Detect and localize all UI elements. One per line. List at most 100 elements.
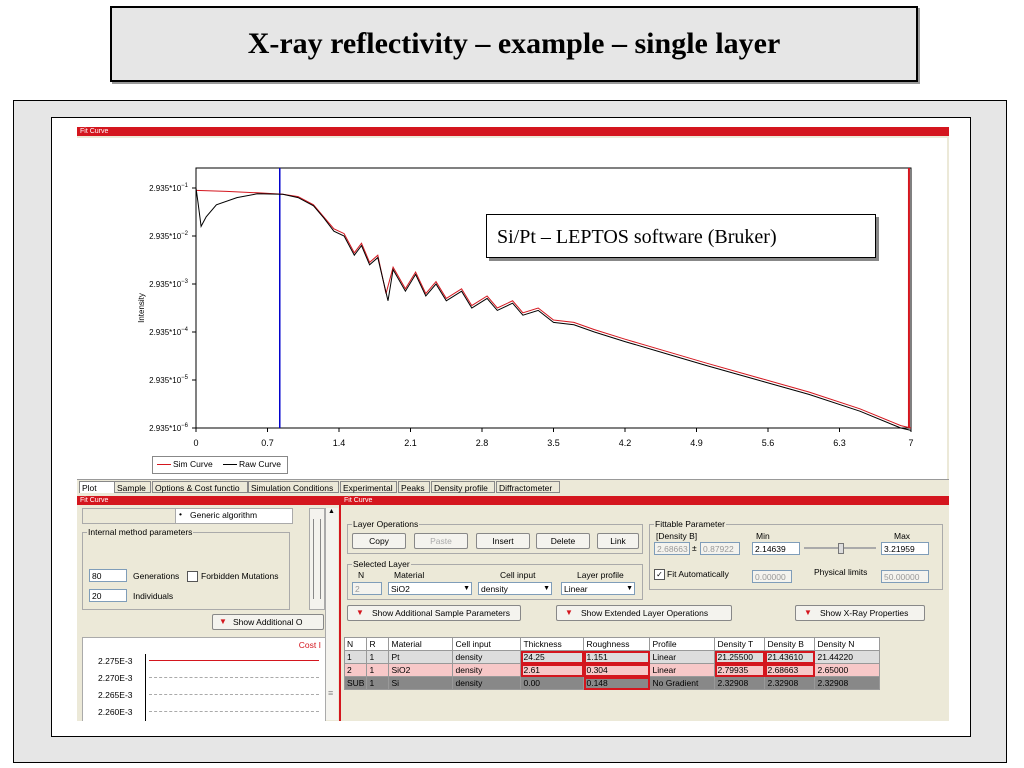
table-cell[interactable]: Linear — [649, 650, 716, 664]
n-header: N — [358, 570, 365, 580]
plot-area: 0 0.7 1.4 2.1 2.8 3.5 4.2 4.9 5.6 6.3 7 2.935*10−1 2… — [77, 138, 947, 493]
show-xray-properties-button[interactable]: ▼ Show X-Ray Properties — [795, 605, 925, 621]
show-extended-layer-label: Show Extended Layer Operations — [581, 608, 709, 618]
cost-tick-4: 2.260E-3 — [98, 707, 133, 717]
table-cell-fitted[interactable]: 21.43610 — [764, 650, 816, 664]
tab-plot[interactable]: Plot — [79, 481, 115, 493]
header-cell[interactable]: Cell input — [452, 637, 522, 651]
forbidden-mutations-checkbox[interactable] — [187, 571, 198, 582]
table-cell-fitted[interactable]: 2.61 — [520, 663, 585, 677]
table-cell[interactable]: density — [452, 663, 522, 677]
tab-density-profile[interactable]: Density profile — [431, 481, 495, 493]
cell-input-select[interactable]: density — [478, 582, 552, 595]
layer-operations-group: Layer Operations Copy Paste Insert Delet… — [347, 519, 643, 554]
table-row[interactable]: 1 1 Pt density 24.25 1.151 Linear 21.255… — [343, 650, 881, 664]
show-additional-button[interactable]: ▼ Show Additional O — [212, 614, 324, 630]
table-cell-fitted[interactable]: 2.79935 — [714, 663, 766, 677]
show-additional-sample-button[interactable]: ▼ Show Additional Sample Parameters — [347, 605, 521, 621]
table-cell[interactable]: density — [452, 650, 522, 664]
table-cell-fitted[interactable]: 21.25500 — [714, 650, 766, 664]
table-cell[interactable]: Linear — [649, 663, 716, 677]
generations-input[interactable]: 80 — [89, 569, 127, 582]
internal-method-group: Internal method parameters 80 Generation… — [82, 527, 290, 610]
forbidden-mutations-label: Forbidden Mutations — [201, 571, 279, 581]
layer-profile-select[interactable]: Linear — [561, 582, 635, 595]
tab-simulation-conditions[interactable]: Simulation Conditions — [248, 481, 339, 493]
table-cell[interactable]: 0.00 — [520, 676, 585, 690]
table-cell-fitted[interactable]: 1.151 — [583, 650, 651, 664]
header-cell[interactable]: R — [366, 637, 390, 651]
header-cell[interactable]: Material — [388, 637, 454, 651]
header-cell[interactable]: Roughness — [583, 637, 651, 651]
table-cell[interactable]: 21.44220 — [814, 650, 881, 664]
min-input[interactable]: 2.14639 — [752, 542, 800, 555]
tab-experimental[interactable]: Experimental — [340, 481, 397, 493]
table-cell[interactable]: 2.32908 — [764, 676, 816, 690]
tab-options-cost[interactable]: Options & Cost functio — [152, 481, 248, 493]
layer-n-field: 2 — [352, 582, 382, 595]
copy-button[interactable]: Copy — [352, 533, 406, 549]
material-value: SiO2 — [391, 584, 410, 594]
table-cell[interactable]: density — [452, 676, 522, 690]
tab-strip: Plot Sample Options & Cost functio Simul… — [77, 479, 949, 494]
header-cell[interactable]: Density B — [764, 637, 816, 651]
table-header-row: N R Material Cell input Thickness Roughn… — [343, 637, 881, 651]
table-cell[interactable]: 2.32908 — [714, 676, 766, 690]
fit-automatically-checkbox[interactable]: ✓ — [654, 569, 665, 580]
reflectivity-chart[interactable]: 0 0.7 1.4 2.1 2.8 3.5 4.2 4.9 5.6 6.3 7 2.935*10−1 2… — [77, 138, 947, 478]
paste-button[interactable]: Paste — [414, 533, 468, 549]
y-tick-label: 2.935*10−5 — [149, 375, 189, 385]
layer-profile-header: Layer profile — [577, 570, 624, 580]
tab-peaks[interactable]: Peaks — [398, 481, 430, 493]
material-select[interactable]: SiO2 — [388, 582, 472, 595]
table-row-selected[interactable]: 2 1 SiO2 density 2.61 0.304 Linear 2.799… — [343, 663, 881, 677]
slider-thumb[interactable] — [838, 543, 844, 554]
table-cell[interactable]: 1 — [366, 650, 390, 664]
y-tick-label: 2.935*10−2 — [149, 231, 189, 241]
table-cell-fitted[interactable]: 2.68663 — [764, 663, 816, 677]
table-cell[interactable]: Si — [388, 676, 454, 690]
tab-diffractometer[interactable]: Diffractometer — [496, 481, 560, 493]
insert-button[interactable]: Insert — [476, 533, 530, 549]
x-tick-label: 7 — [908, 438, 913, 448]
cost-gridline — [149, 711, 319, 712]
table-cell[interactable]: SUB — [343, 676, 368, 690]
table-cell[interactable]: No Gradient — [649, 676, 716, 690]
y-tick-label: 2.935*10−6 — [149, 423, 189, 433]
table-cell-fitted[interactable]: 0.148 — [583, 676, 651, 690]
table-cell[interactable]: 2.32908 — [814, 676, 881, 690]
individuals-input[interactable]: 20 — [89, 589, 127, 602]
header-cell[interactable]: Thickness — [520, 637, 585, 651]
show-additional-sample-label: Show Additional Sample Parameters — [372, 608, 510, 618]
table-cell[interactable]: 2.65000 — [814, 663, 881, 677]
x-tick-label: 2.8 — [476, 438, 489, 448]
link-button[interactable]: Link — [597, 533, 639, 549]
delete-button[interactable]: Delete — [536, 533, 590, 549]
table-cell-fitted[interactable]: 24.25 — [520, 650, 585, 664]
algorithm-option[interactable]: • Generic algorithm — [175, 508, 293, 524]
table-row-substrate[interactable]: SUB 1 Si density 0.00 0.148 No Gradient … — [343, 676, 881, 690]
show-additional-label: Show Additional O — [233, 617, 303, 627]
header-cell[interactable]: Density N — [814, 637, 881, 651]
table-cell-fitted[interactable]: 0.304 — [583, 663, 651, 677]
plus-minus-label: ± — [692, 543, 697, 553]
header-cell[interactable]: Profile — [649, 637, 716, 651]
table-cell[interactable]: 1 — [343, 650, 368, 664]
internal-method-label: Internal method parameters — [87, 527, 194, 537]
left-scrollbar[interactable]: ▲ ≡ — [325, 508, 338, 720]
header-cell[interactable]: Density T — [714, 637, 766, 651]
header-cell[interactable]: N — [343, 637, 368, 651]
tab-sample[interactable]: Sample — [114, 481, 151, 493]
x-tick-label: 1.4 — [333, 438, 346, 448]
x-tick-label: 6.3 — [833, 438, 846, 448]
vertical-slider[interactable] — [309, 508, 325, 610]
max-input[interactable]: 3.21959 — [881, 542, 929, 555]
table-cell[interactable]: 1 — [366, 676, 390, 690]
x-tick-label: 4.2 — [619, 438, 632, 448]
table-cell[interactable]: 2 — [343, 663, 368, 677]
table-cell[interactable]: SiO2 — [388, 663, 454, 677]
table-cell[interactable]: Pt — [388, 650, 454, 664]
show-extended-layer-button[interactable]: ▼ Show Extended Layer Operations — [556, 605, 732, 621]
range-slider[interactable] — [804, 543, 876, 554]
table-cell[interactable]: 1 — [366, 663, 390, 677]
